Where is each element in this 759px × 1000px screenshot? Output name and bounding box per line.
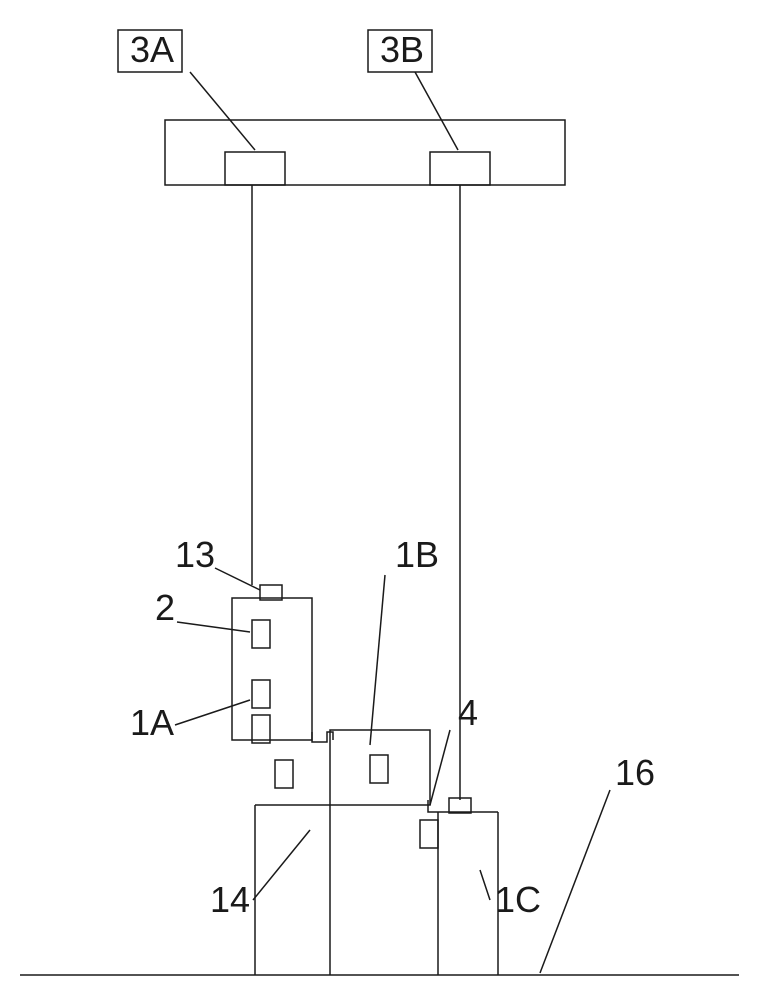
top-inner-box-0 xyxy=(225,152,285,185)
label-2: 2 xyxy=(155,587,175,628)
leader-3A xyxy=(190,72,255,150)
leader-13 xyxy=(215,568,260,590)
label-1B: 1B xyxy=(395,534,439,575)
inner-small-5 xyxy=(420,820,438,848)
label-16: 16 xyxy=(615,752,655,793)
main-box-1a xyxy=(232,598,312,740)
leader-2 xyxy=(177,622,250,632)
leader-14 xyxy=(253,830,310,900)
label-1C: 1C xyxy=(495,879,541,920)
leader-4 xyxy=(430,730,450,805)
leader-16 xyxy=(540,790,610,973)
top-inner-box-1 xyxy=(430,152,490,185)
inner-small-2 xyxy=(252,715,270,743)
small-top-box-right xyxy=(449,798,471,813)
inner-small-4 xyxy=(370,755,388,783)
inner-small-1 xyxy=(252,680,270,708)
label-3B: 3B xyxy=(380,29,424,70)
label-14: 14 xyxy=(210,879,250,920)
leader-1B xyxy=(370,575,385,745)
label-13: 13 xyxy=(175,534,215,575)
label-4: 4 xyxy=(458,692,478,733)
leader-3B xyxy=(415,72,458,150)
inner-small-0 xyxy=(252,620,270,648)
inner-small-3 xyxy=(275,760,293,788)
label-1A: 1A xyxy=(130,702,174,743)
label-3A: 3A xyxy=(130,29,174,70)
leader-1C xyxy=(480,870,490,900)
leader-1A xyxy=(175,700,250,725)
main-box-1b xyxy=(330,730,430,805)
